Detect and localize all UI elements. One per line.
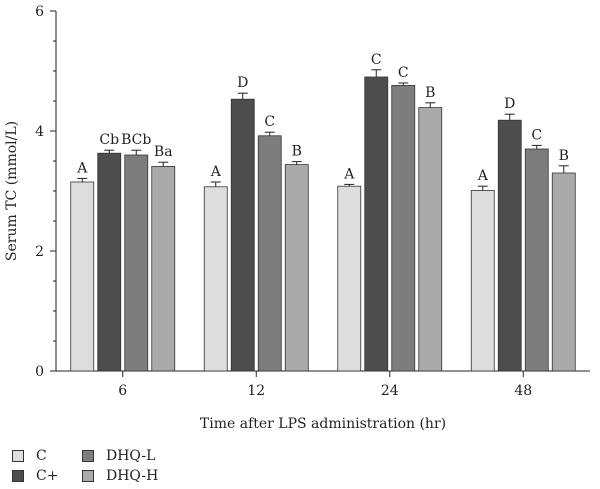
- bar: [418, 107, 443, 372]
- bar: [97, 152, 122, 372]
- data-label: B: [559, 148, 569, 164]
- data-label: A: [477, 168, 489, 184]
- data-label: A: [210, 164, 222, 180]
- x-tick-label: 12: [247, 383, 265, 399]
- bar: [497, 119, 522, 372]
- data-label: C: [531, 127, 542, 143]
- data-label: Ba: [154, 144, 173, 160]
- x-tick-label: 48: [514, 383, 532, 399]
- bar: [470, 189, 495, 372]
- legend-swatch-c: [12, 450, 24, 462]
- legend-label-cplus: C+: [36, 468, 59, 484]
- y-tick-label: 2: [35, 244, 44, 260]
- data-label: BCb: [121, 132, 151, 148]
- bar: [337, 185, 362, 372]
- legend: C C+ DHQ-L DHQ-H: [12, 448, 312, 488]
- x-axis-label: Time after LPS administration (hr): [200, 416, 446, 432]
- data-label: D: [504, 96, 515, 112]
- x-tick-label: 24: [381, 383, 399, 399]
- y-tick-label: 6: [35, 4, 44, 20]
- data-label: C: [398, 65, 409, 81]
- legend-item-cplus: C+: [12, 468, 58, 484]
- data-label: D: [237, 75, 248, 91]
- y-tick-label: 4: [35, 124, 44, 140]
- bar: [391, 85, 416, 372]
- bar: [124, 154, 149, 372]
- bar: [284, 164, 309, 372]
- y-tick-label: 0: [35, 364, 44, 380]
- data-label: C: [371, 52, 382, 68]
- x-axis: 6 12 24 48: [56, 370, 590, 399]
- bar: [551, 172, 576, 372]
- legend-swatch-dhq-h: [82, 470, 94, 482]
- data-label: C: [264, 114, 275, 130]
- legend-item-c: C: [12, 448, 47, 464]
- y-axis: 0 2 4 6: [35, 4, 57, 380]
- bar: [203, 186, 228, 372]
- data-label: A: [343, 166, 355, 182]
- legend-label-dhq-l: DHQ-L: [106, 448, 156, 464]
- legend-item-dhq-l: DHQ-L: [82, 448, 155, 464]
- x-tick-label: 6: [118, 383, 127, 399]
- legend-label-c: C: [36, 448, 47, 464]
- legend-label-dhq-h: DHQ-H: [106, 468, 159, 484]
- bar: [524, 148, 549, 372]
- legend-swatch-cplus: [12, 470, 24, 482]
- bar: [257, 135, 282, 372]
- legend-item-dhq-h: DHQ-H: [82, 468, 158, 484]
- bar: [230, 98, 255, 372]
- bar: [151, 165, 176, 372]
- data-label: B: [292, 144, 302, 160]
- data-label: B: [425, 85, 435, 101]
- y-axis-label: Serum TC (mmol/L): [4, 121, 20, 261]
- bar: [70, 181, 95, 372]
- data-label: A: [76, 160, 88, 176]
- bar: [364, 76, 389, 372]
- legend-swatch-dhq-l: [82, 450, 94, 462]
- data-label: Cb: [99, 132, 119, 148]
